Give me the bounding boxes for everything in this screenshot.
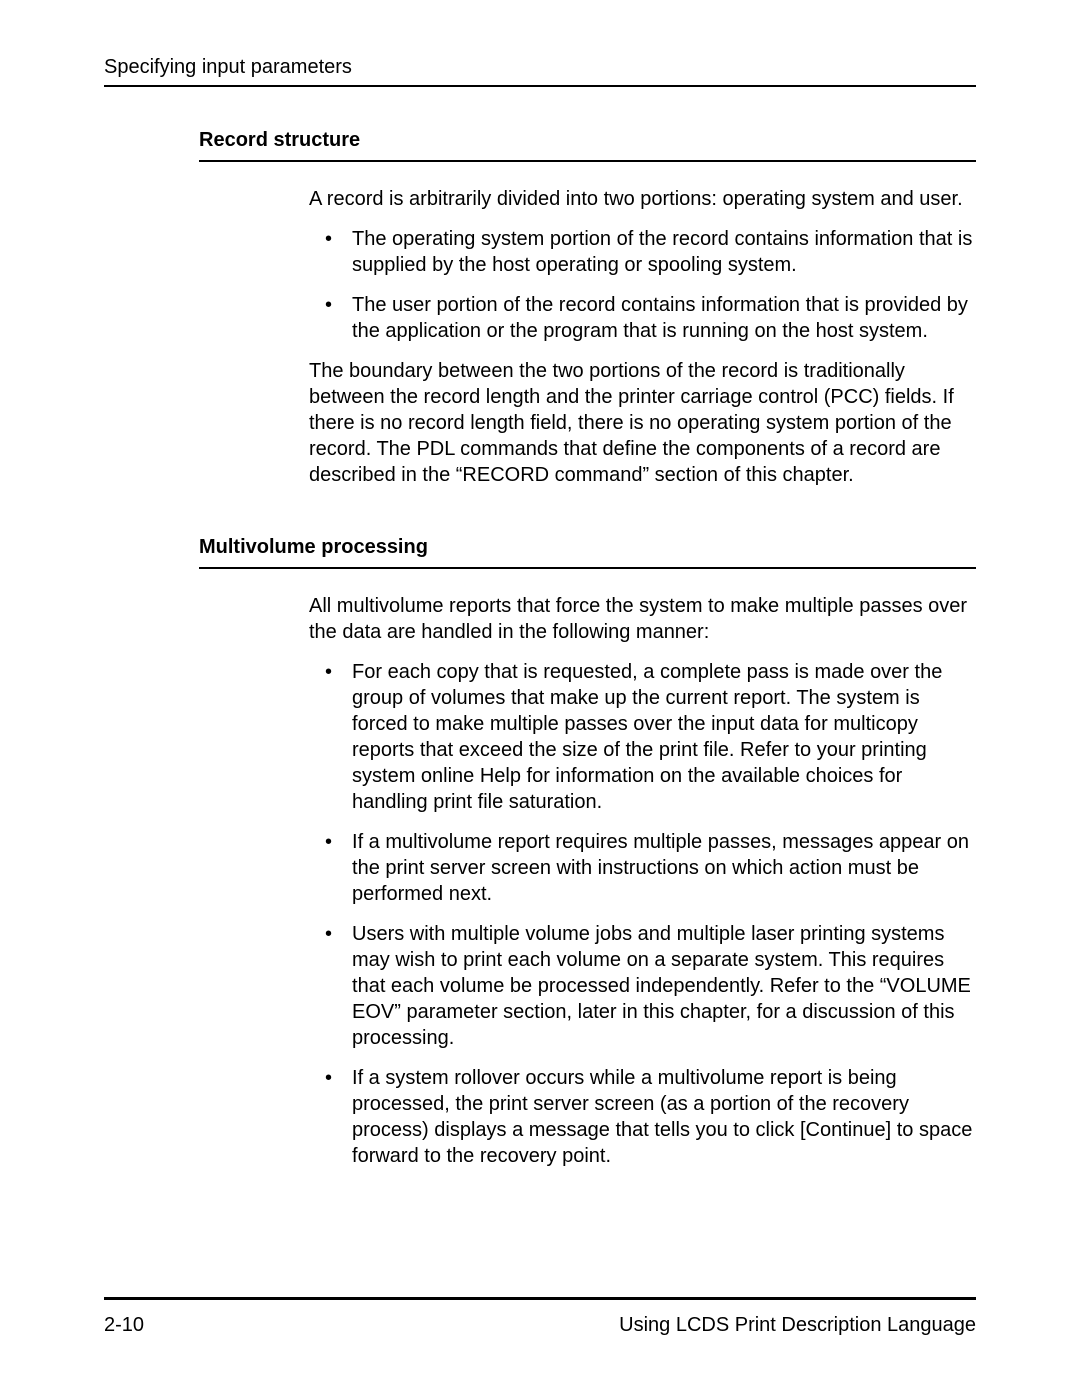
bullet-item: • The user portion of the record contain… <box>309 292 976 344</box>
bullet-text: If a multivolume report requires multipl… <box>352 829 976 907</box>
intro-paragraph: A record is arbitrarily divided into two… <box>309 186 976 212</box>
bullet-text: The operating system portion of the reco… <box>352 226 976 278</box>
bullet-item: • If a system rollover occurs while a mu… <box>309 1065 976 1169</box>
closing-paragraph: The boundary between the two portions of… <box>309 358 976 488</box>
header-title: Specifying input parameters <box>104 56 352 78</box>
bullet-item: • If a multivolume report requires multi… <box>309 829 976 907</box>
page-content: Record structure A record is arbitrarily… <box>104 129 976 1297</box>
section-heading: Multivolume processing <box>199 536 976 569</box>
page-footer: 2-10 Using LCDS Print Description Langua… <box>104 1297 976 1337</box>
page-container: Specifying input parameters Record struc… <box>0 0 1080 1397</box>
bullet-item: • For each copy that is requested, a com… <box>309 659 976 815</box>
bullet-mark-icon: • <box>325 829 332 907</box>
intro-paragraph: All multivolume reports that force the s… <box>309 593 976 645</box>
section-multivolume-processing: Multivolume processing All multivolume r… <box>104 536 976 1169</box>
page-header: Specifying input parameters <box>104 56 976 87</box>
bullet-text: The user portion of the record contains … <box>352 292 976 344</box>
bullet-mark-icon: • <box>325 659 332 815</box>
bullet-item: • Users with multiple volume jobs and mu… <box>309 921 976 1051</box>
bullet-mark-icon: • <box>325 226 332 278</box>
bullet-text: For each copy that is requested, a compl… <box>352 659 976 815</box>
bullet-item: • The operating system portion of the re… <box>309 226 976 278</box>
book-title: Using LCDS Print Description Language <box>619 1314 976 1337</box>
bullet-text: If a system rollover occurs while a mult… <box>352 1065 976 1169</box>
bullet-mark-icon: • <box>325 1065 332 1169</box>
bullet-mark-icon: • <box>325 921 332 1051</box>
bullet-list: • The operating system portion of the re… <box>309 226 976 344</box>
section-record-structure: Record structure A record is arbitrarily… <box>104 129 976 488</box>
section-heading: Record structure <box>199 129 976 162</box>
page-number: 2-10 <box>104 1314 144 1337</box>
bullet-list: • For each copy that is requested, a com… <box>309 659 976 1169</box>
bullet-mark-icon: • <box>325 292 332 344</box>
bullet-text: Users with multiple volume jobs and mult… <box>352 921 976 1051</box>
